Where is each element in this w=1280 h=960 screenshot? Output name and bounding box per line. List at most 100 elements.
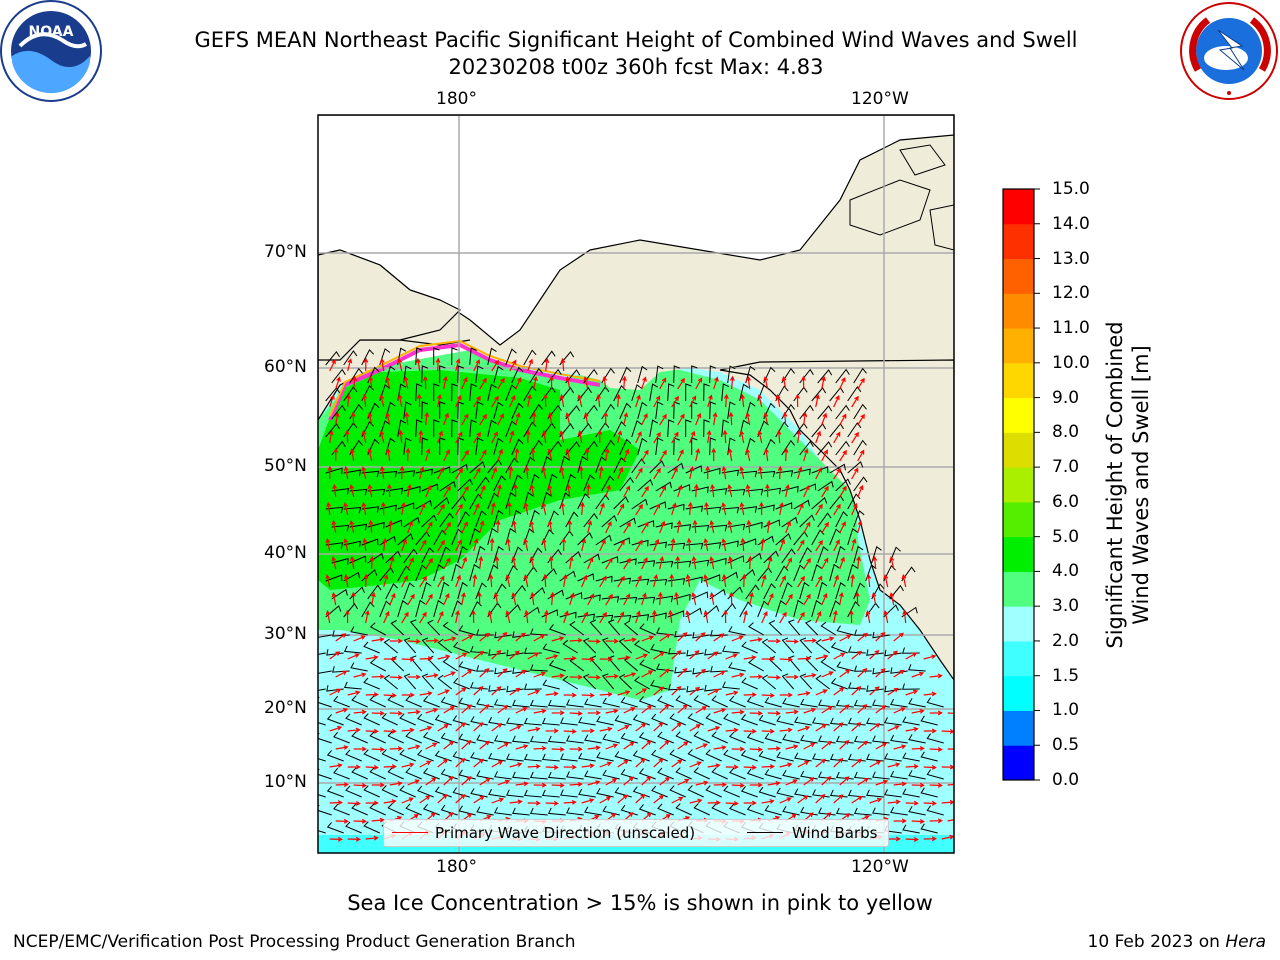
wave-direction-arrow: [635, 793, 646, 804]
wind-barb: [872, 735, 890, 744]
wind-barb: [331, 404, 346, 420]
wave-direction-arrow: [617, 430, 623, 444]
wind-barb: [475, 401, 484, 420]
wave-direction-arrow: [803, 484, 810, 498]
wave-direction-arrow: [887, 725, 900, 732]
wave-direction-arrow: [795, 393, 800, 408]
wave-direction-arrow: [491, 686, 502, 696]
wave-direction-arrow: [509, 359, 517, 372]
wind-barb: [620, 732, 638, 744]
wave-direction-arrow: [365, 764, 379, 770]
wave-direction-arrow: [801, 375, 806, 390]
wind-barb: [722, 645, 740, 654]
wind-barb: [884, 789, 902, 798]
wave-direction-arrow: [725, 800, 739, 806]
wave-direction-arrow: [425, 593, 433, 606]
wind-barb: [817, 441, 833, 456]
wind-barb: [651, 785, 668, 798]
wave-direction-arrow: [407, 744, 421, 750]
wave-direction-arrow: [635, 758, 646, 768]
wind-barb: [582, 637, 597, 654]
wave-direction-arrow: [581, 798, 595, 804]
wind-barb: [577, 613, 595, 621]
wave-direction-arrow: [587, 520, 593, 534]
wind-barb: [565, 473, 576, 492]
wave-direction-arrow: [929, 673, 943, 679]
wind-barb: [325, 574, 343, 582]
wave-direction-arrow: [383, 610, 390, 624]
wave-direction-arrow: [725, 764, 739, 770]
wave-direction-arrow: [833, 574, 839, 588]
wave-direction-arrow: [635, 503, 643, 516]
wave-direction-arrow: [803, 448, 809, 462]
wind-barb: [761, 638, 777, 654]
colorbar-tick-label: 10.0: [1052, 352, 1090, 373]
colorbar: [1003, 188, 1040, 781]
wind-barb: [379, 600, 392, 618]
wind-barb: [415, 419, 423, 438]
wind-barb: [667, 462, 684, 474]
wind-barb: [602, 769, 620, 780]
wave-direction-arrow: [883, 574, 889, 588]
wave-direction-arrow: [653, 722, 664, 732]
colorbar-tick-label: 2.0: [1052, 630, 1080, 651]
wind-barb: [318, 670, 332, 674]
wave-direction-arrow: [419, 656, 433, 662]
wave-direction-arrow: [329, 836, 343, 842]
wind-barb: [853, 807, 872, 816]
wind-barb: [379, 504, 397, 512]
wind-barb: [775, 470, 794, 477]
wave-direction-arrow: [527, 652, 540, 660]
wave-direction-arrow: [695, 668, 707, 678]
wave-direction-arrow: [404, 411, 410, 426]
wave-direction-arrow: [685, 573, 691, 588]
wave-direction-arrow: [833, 467, 841, 480]
wind-barb: [405, 803, 422, 816]
wind-barb: [709, 365, 717, 384]
wave-direction-arrow: [617, 759, 629, 768]
wave-direction-arrow: [497, 448, 503, 462]
wind-barb: [847, 422, 862, 438]
wave-direction-arrow: [797, 502, 804, 516]
wave-direction-arrow: [641, 775, 652, 786]
wind-barb: [333, 767, 350, 780]
wave-direction-arrow: [403, 375, 409, 390]
wave-direction-arrow: [875, 631, 886, 642]
wind-barb: [584, 770, 602, 780]
wave-direction-arrow: [479, 740, 490, 750]
wave-direction-arrow: [731, 709, 745, 715]
wind-barb: [782, 770, 800, 780]
wave-direction-arrow: [689, 466, 695, 480]
wave-direction-arrow: [797, 466, 803, 480]
wind-barb: [363, 641, 380, 654]
wave-direction-arrow: [329, 394, 335, 408]
wave-direction-arrow: [551, 636, 565, 642]
wave-direction-arrow: [782, 411, 788, 426]
wave-band-4-5m: [318, 370, 640, 590]
wind-barb: [523, 717, 542, 726]
wave-direction-arrow: [911, 782, 925, 788]
wave-direction-arrow: [347, 836, 361, 842]
wave-direction-arrow: [479, 777, 491, 786]
wind-barb: [619, 517, 636, 528]
wind-barb: [746, 768, 764, 780]
wind-barb: [589, 655, 603, 672]
wind-barb: [422, 695, 440, 708]
wave-direction-arrow: [779, 656, 793, 662]
wave-direction-arrow: [731, 746, 745, 752]
wave-direction-arrow: [568, 555, 574, 570]
wind-barb: [853, 403, 867, 420]
wave-direction-arrow: [839, 376, 846, 390]
wave-direction-arrow: [491, 797, 505, 804]
wind-barb: [415, 383, 423, 402]
wave-direction-arrow: [779, 797, 792, 804]
wave-direction-arrow: [883, 610, 889, 624]
wave-direction-arrow: [767, 710, 781, 716]
wave-direction-arrow: [749, 710, 763, 716]
colorbar-segment: [1003, 640, 1034, 677]
wave-direction-arrow: [347, 800, 361, 806]
colorbar-tick-label: 0.0: [1052, 770, 1080, 790]
wave-direction-arrow: [533, 634, 546, 642]
wave-direction-arrow: [785, 674, 799, 680]
wave-direction-arrow: [344, 429, 350, 444]
